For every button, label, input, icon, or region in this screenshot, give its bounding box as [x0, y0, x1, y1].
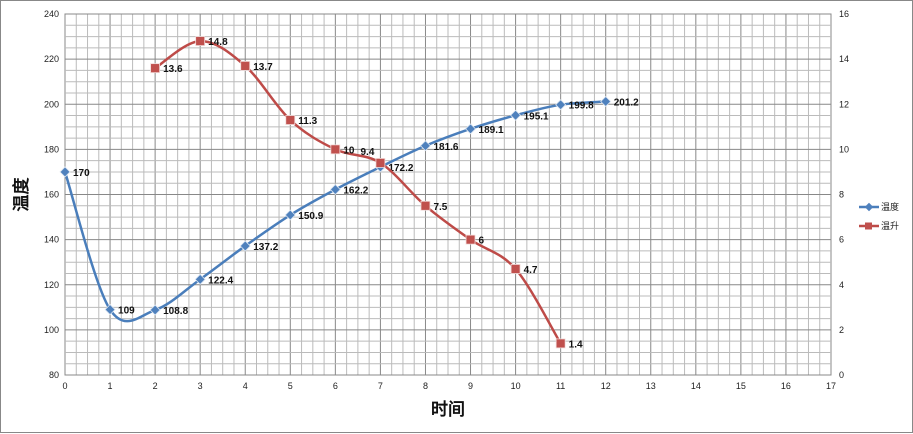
y2-tick-label: 12 [839, 99, 849, 109]
data-label: 4.7 [524, 265, 538, 276]
y2-tick-label: 0 [839, 370, 844, 380]
x-tick-label: 17 [826, 381, 836, 391]
data-label: 162.2 [343, 186, 368, 197]
x-tick-label: 2 [153, 381, 158, 391]
data-point-marker [149, 304, 161, 316]
y2-tick-label: 14 [839, 54, 849, 64]
data-label: 13.7 [253, 62, 273, 73]
y-tick-label: 240 [44, 9, 59, 19]
series-line-1 [154, 39, 562, 345]
data-point-marker [330, 144, 341, 155]
x-tick-label: 13 [646, 381, 656, 391]
x-tick-label: 9 [468, 381, 473, 391]
y2-tick-label: 8 [839, 190, 844, 200]
x-tick-label: 14 [691, 381, 701, 391]
data-point-marker [600, 96, 612, 108]
x-tick-label: 10 [511, 381, 521, 391]
data-point-marker [239, 240, 251, 252]
data-point-marker [240, 60, 251, 71]
data-label: 199.8 [569, 101, 594, 112]
data-label: 181.6 [433, 142, 458, 153]
data-point-marker [285, 115, 296, 125]
y-tick-label: 120 [44, 280, 59, 290]
x-tick-label: 4 [243, 381, 248, 391]
x-tick-label: 12 [601, 381, 611, 391]
data-label: 10 [343, 145, 355, 156]
data-label: 13.6 [163, 64, 183, 75]
y-axis-title: 温度 [11, 177, 32, 212]
y-tick-label: 160 [44, 190, 59, 200]
y-tick-label: 80 [49, 370, 59, 380]
x-tick-label: 11 [556, 381, 565, 391]
data-point-marker [194, 273, 206, 285]
y-tick-label: 200 [44, 99, 59, 109]
y-tick-label: 100 [44, 325, 59, 335]
data-point-marker [104, 304, 116, 316]
legend-marker [865, 222, 872, 230]
data-point-marker [555, 99, 567, 111]
x-tick-label: 0 [62, 381, 67, 391]
data-label: 109 [118, 306, 135, 317]
data-point-marker [150, 63, 161, 74]
data-label: 201.2 [614, 98, 639, 109]
data-label: 14.8 [208, 37, 228, 48]
x-tick-label: 8 [423, 381, 428, 391]
data-label: 195.1 [524, 111, 549, 122]
data-label: 7.5 [433, 202, 447, 213]
data-label: 170 [73, 168, 90, 179]
data-point-marker [419, 140, 431, 152]
x-tick-label: 6 [333, 381, 338, 391]
data-point-marker [465, 123, 477, 135]
y2-tick-label: 10 [839, 144, 849, 154]
data-label: 1.4 [569, 339, 583, 350]
data-label: 172.2 [388, 163, 413, 174]
x-tick-label: 7 [378, 381, 383, 391]
y-tick-label: 140 [44, 235, 59, 245]
y2-tick-label: 2 [839, 325, 844, 335]
legend-label: 温升 [881, 221, 899, 231]
y2-tick-label: 4 [839, 280, 844, 290]
y2-tick-label: 6 [839, 235, 844, 245]
x-tick-label: 1 [108, 381, 113, 391]
data-label: 137.2 [253, 242, 278, 253]
x-tick-label: 5 [288, 381, 293, 391]
y-tick-label: 220 [44, 54, 59, 64]
data-point-marker [420, 200, 431, 211]
x-tick-label: 16 [781, 381, 791, 391]
x-axis-title: 时间 [431, 399, 465, 420]
x-tick-label: 15 [736, 381, 746, 391]
data-point-marker [465, 234, 476, 245]
data-point-marker [375, 158, 386, 168]
data-point-marker [510, 109, 522, 121]
data-label: 9.4 [361, 147, 375, 158]
data-label: 189.1 [479, 125, 504, 136]
data-point-marker [195, 36, 206, 46]
y-tick-label: 180 [44, 144, 59, 154]
y2-tick-label: 16 [839, 9, 849, 19]
data-point-marker [555, 338, 566, 349]
data-point-marker [329, 184, 341, 196]
data-label: 122.4 [208, 275, 233, 286]
data-label: 150.9 [298, 211, 323, 222]
legend-marker [864, 202, 874, 212]
data-label: 6 [479, 236, 485, 247]
data-label: 11.3 [298, 116, 317, 127]
data-point-marker [59, 166, 71, 178]
data-label: 108.8 [163, 306, 188, 317]
legend-label: 温度 [881, 201, 899, 212]
data-point-marker [284, 209, 296, 221]
x-tick-label: 3 [198, 381, 203, 391]
data-point-marker [510, 264, 521, 274]
